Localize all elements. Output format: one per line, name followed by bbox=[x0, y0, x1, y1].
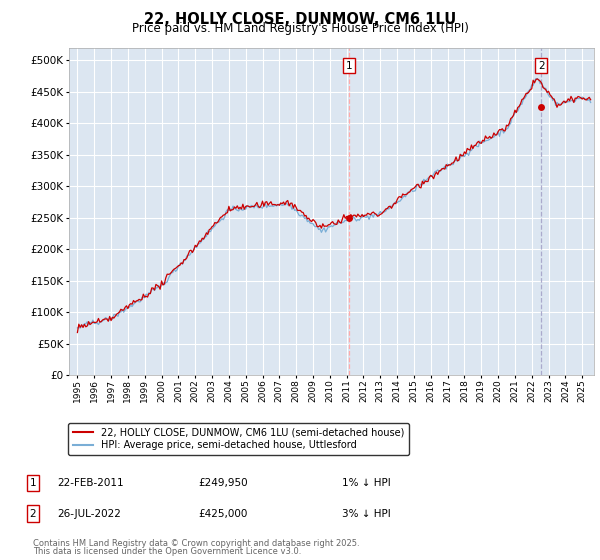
Text: 22, HOLLY CLOSE, DUNMOW, CM6 1LU: 22, HOLLY CLOSE, DUNMOW, CM6 1LU bbox=[144, 12, 456, 27]
Text: 3% ↓ HPI: 3% ↓ HPI bbox=[342, 508, 391, 519]
Text: 1: 1 bbox=[346, 60, 352, 71]
Legend: 22, HOLLY CLOSE, DUNMOW, CM6 1LU (semi-detached house), HPI: Average price, semi: 22, HOLLY CLOSE, DUNMOW, CM6 1LU (semi-d… bbox=[68, 423, 409, 455]
Text: 22-FEB-2011: 22-FEB-2011 bbox=[57, 478, 124, 488]
Text: 2: 2 bbox=[29, 508, 37, 519]
Text: Contains HM Land Registry data © Crown copyright and database right 2025.: Contains HM Land Registry data © Crown c… bbox=[33, 539, 359, 548]
Text: 1: 1 bbox=[29, 478, 37, 488]
Text: Price paid vs. HM Land Registry's House Price Index (HPI): Price paid vs. HM Land Registry's House … bbox=[131, 22, 469, 35]
Text: 1% ↓ HPI: 1% ↓ HPI bbox=[342, 478, 391, 488]
Text: 26-JUL-2022: 26-JUL-2022 bbox=[57, 508, 121, 519]
Text: 2: 2 bbox=[538, 60, 545, 71]
Text: This data is licensed under the Open Government Licence v3.0.: This data is licensed under the Open Gov… bbox=[33, 547, 301, 556]
Text: £249,950: £249,950 bbox=[198, 478, 248, 488]
Text: £425,000: £425,000 bbox=[198, 508, 247, 519]
